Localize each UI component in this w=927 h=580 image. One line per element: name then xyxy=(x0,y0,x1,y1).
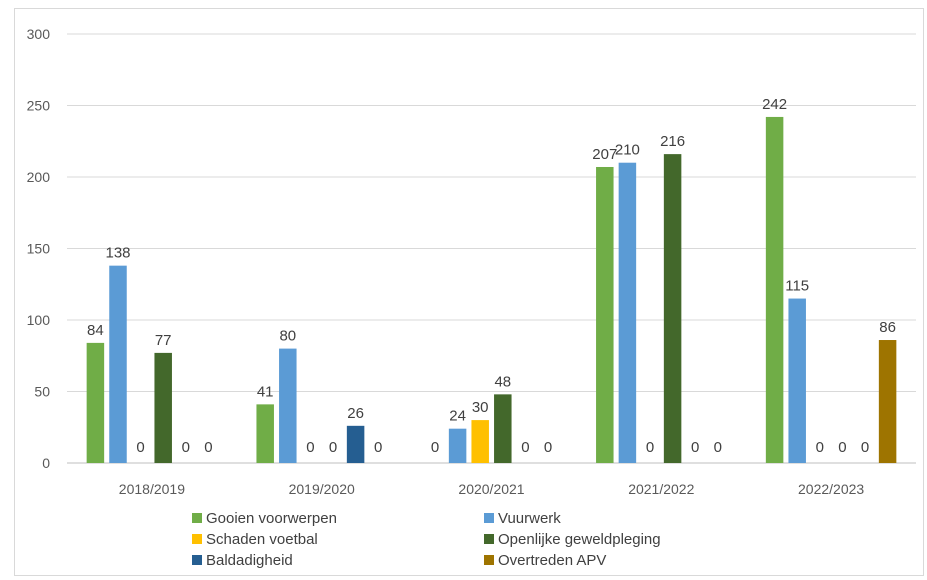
data-label: 86 xyxy=(879,319,896,336)
data-label: 0 xyxy=(431,439,439,456)
bar xyxy=(109,265,127,463)
legend-label: Openlijke geweldpleging xyxy=(498,531,661,548)
y-tick-label: 50 xyxy=(34,384,50,400)
bar xyxy=(596,166,614,464)
data-label: 84 xyxy=(87,322,104,339)
data-label: 0 xyxy=(861,439,869,456)
data-label: 30 xyxy=(472,399,489,416)
data-label: 0 xyxy=(136,439,144,456)
data-label: 115 xyxy=(785,278,809,295)
bar xyxy=(788,298,806,463)
x-tick-label: 2021/2022 xyxy=(628,481,694,497)
bar xyxy=(154,352,172,463)
x-tick-label: 2020/2021 xyxy=(458,481,524,497)
y-axis-ticks: 0 50 100 150 200 250 300 xyxy=(27,26,51,471)
bar xyxy=(494,394,512,463)
x-tick-label: 2018/2019 xyxy=(119,481,185,497)
bar xyxy=(448,428,467,463)
y-tick-label: 200 xyxy=(27,169,51,185)
bar xyxy=(86,342,105,463)
data-label: 48 xyxy=(494,373,511,390)
data-label: 26 xyxy=(347,405,364,422)
data-label: 77 xyxy=(155,332,172,349)
x-tick-label: 2022/2023 xyxy=(798,481,864,497)
bar xyxy=(878,340,897,463)
bar xyxy=(663,154,682,463)
data-label: 0 xyxy=(306,439,314,456)
data-label: 0 xyxy=(714,439,722,456)
data-label: 0 xyxy=(816,439,824,456)
bar xyxy=(256,404,274,463)
x-axis-ticks: 2018/2019 2019/2020 2020/2021 2021/2022 2022… xyxy=(119,481,865,497)
data-label: 80 xyxy=(279,328,296,345)
data-label: 0 xyxy=(691,439,699,456)
bar xyxy=(618,162,637,463)
data-label: 242 xyxy=(762,96,787,113)
legend-swatch xyxy=(484,513,494,523)
data-label: 0 xyxy=(204,439,212,456)
legend-swatch xyxy=(484,534,494,544)
data-label: 0 xyxy=(646,439,654,456)
legend-label: Schaden voetbal xyxy=(206,531,318,548)
data-label: 0 xyxy=(838,439,846,456)
legend-swatch xyxy=(484,555,494,565)
bar xyxy=(346,425,365,463)
y-tick-label: 100 xyxy=(27,312,51,328)
legend-label: Gooien voorwerpen xyxy=(206,510,337,527)
legend-label: Baldadigheid xyxy=(206,552,293,569)
bars xyxy=(86,116,897,464)
bar xyxy=(279,348,297,463)
bar xyxy=(765,116,784,463)
legend: Gooien voorwerpen Vuurwerk Schaden voetbal… xyxy=(192,510,661,569)
legend-swatch xyxy=(192,513,202,523)
legend-label: Overtreden APV xyxy=(498,552,606,569)
data-label: 0 xyxy=(374,439,382,456)
y-tick-label: 300 xyxy=(27,26,51,42)
legend-swatch xyxy=(192,534,202,544)
legend-label: Vuurwerk xyxy=(498,510,561,527)
data-label: 0 xyxy=(544,439,552,456)
y-tick-label: 0 xyxy=(42,455,50,471)
data-label: 207 xyxy=(592,146,617,163)
data-label: 0 xyxy=(521,439,529,456)
data-label: 0 xyxy=(182,439,190,456)
bar xyxy=(471,420,489,463)
data-label: 138 xyxy=(105,245,130,262)
data-label: 210 xyxy=(615,142,640,159)
data-label: 41 xyxy=(257,383,274,400)
y-tick-label: 250 xyxy=(27,98,51,114)
data-label: 216 xyxy=(660,133,685,150)
data-label: 0 xyxy=(329,439,337,456)
legend-swatch xyxy=(192,555,202,565)
data-label: 24 xyxy=(449,408,466,425)
x-tick-label: 2019/2020 xyxy=(289,481,355,497)
y-tick-label: 150 xyxy=(27,241,51,257)
